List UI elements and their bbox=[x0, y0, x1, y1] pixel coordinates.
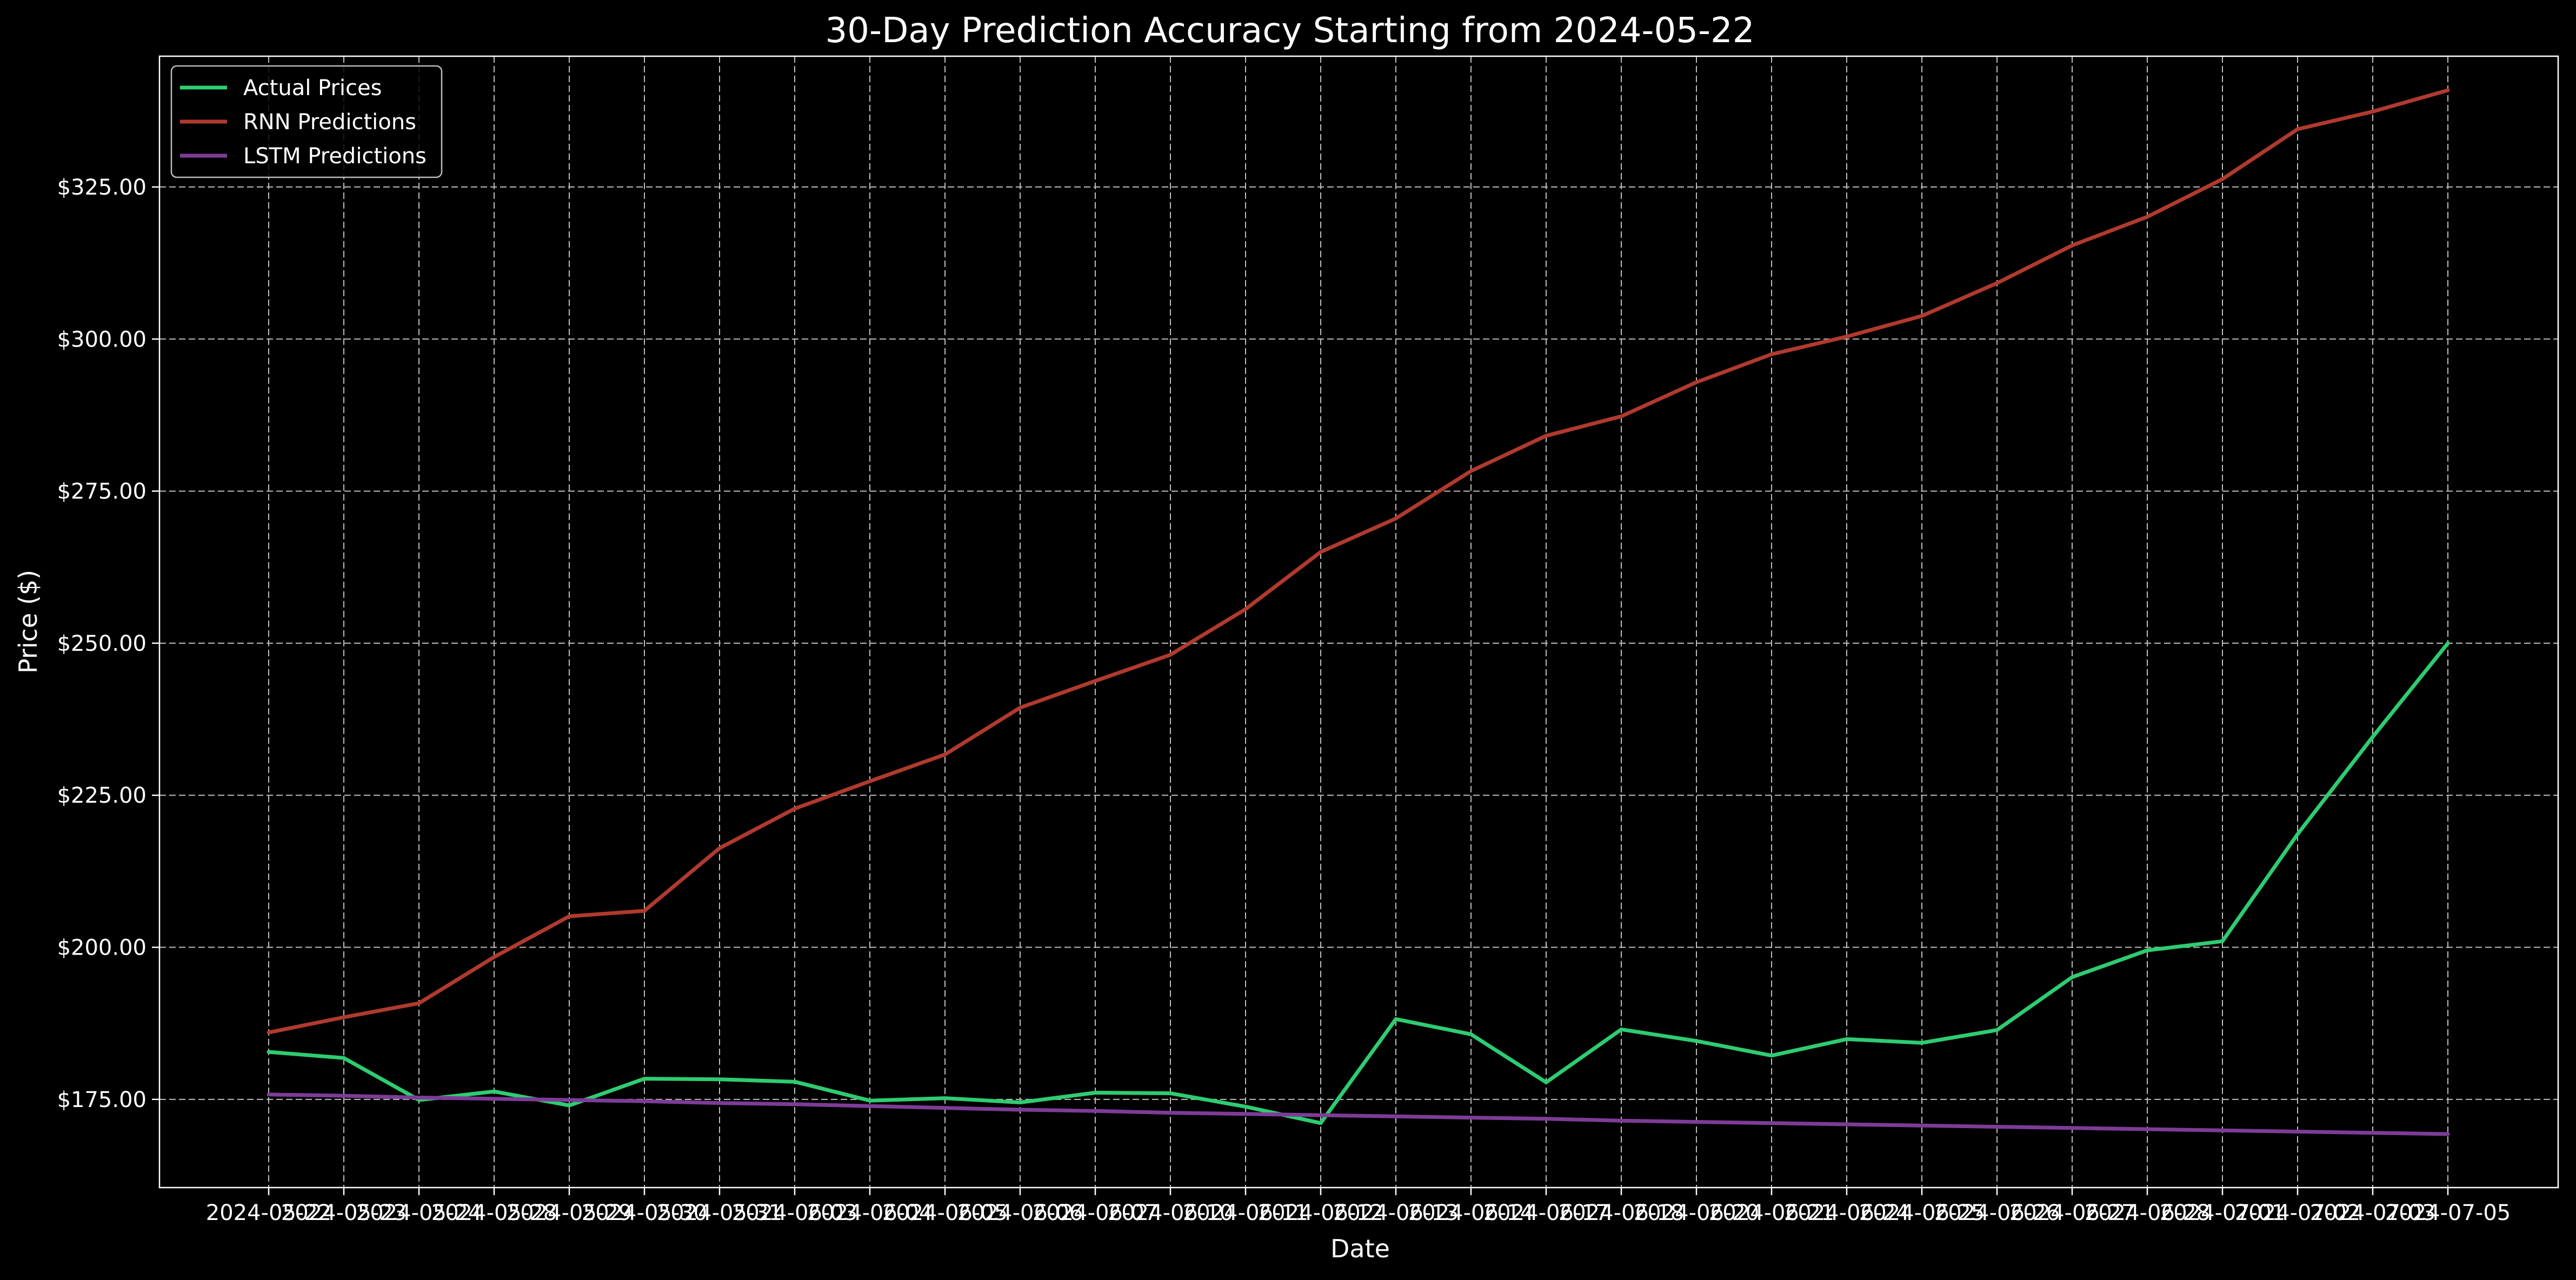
x-tick-label: 2024-06-05 bbox=[882, 1201, 1008, 1225]
legend: Actual Prices RNN Predictions LSTM Predict… bbox=[170, 65, 443, 178]
x-tick-label: 2024-06-03 bbox=[732, 1201, 857, 1225]
x-tick-label: 2024-06-12 bbox=[1258, 1201, 1383, 1225]
y-tick-label: $250.00 bbox=[57, 631, 147, 656]
x-tick-label: 2024-05-24 bbox=[356, 1201, 482, 1225]
y-tick-label: $225.00 bbox=[57, 783, 147, 808]
y-tick-label: $325.00 bbox=[57, 175, 147, 200]
x-tick-label: 2024-05-23 bbox=[281, 1201, 407, 1225]
x-tick-label: 2024-06-13 bbox=[1333, 1201, 1459, 1225]
legend-box bbox=[170, 65, 443, 178]
x-tick-label: 2024-05-28 bbox=[431, 1201, 557, 1225]
series-line-0 bbox=[267, 641, 2450, 1125]
series-line-2 bbox=[267, 1092, 2450, 1136]
legend-label: RNN Predictions bbox=[243, 110, 416, 135]
plot-area-frame bbox=[158, 55, 2559, 1189]
y-tick-label: $300.00 bbox=[57, 327, 147, 352]
y-tick-label: $175.00 bbox=[57, 1088, 147, 1112]
y-axis-label: Price ($) bbox=[14, 570, 43, 674]
x-tick-label: 2024-06-07 bbox=[1033, 1201, 1158, 1225]
x-tick-label: 2024-07-02 bbox=[2235, 1201, 2360, 1225]
x-tick-label: 2024-05-31 bbox=[657, 1201, 782, 1225]
x-tick-label: 2024-06-21 bbox=[1709, 1201, 1834, 1225]
chart-title: 30-Day Prediction Accuracy Starting from… bbox=[826, 11, 1755, 51]
x-tick-label: 2024-06-10 bbox=[1108, 1201, 1233, 1225]
x-tick-label: 2024-06-11 bbox=[1183, 1201, 1308, 1225]
x-tick-label: 2024-07-03 bbox=[2310, 1201, 2435, 1225]
x-tick-label: 2024-06-25 bbox=[1859, 1201, 1985, 1225]
series-line-1 bbox=[267, 88, 2450, 1035]
legend-label: LSTM Predictions bbox=[243, 144, 427, 169]
grid bbox=[159, 56, 2558, 1188]
x-tick-label: 2024-05-22 bbox=[206, 1201, 331, 1225]
x-tick-label: 2024-06-20 bbox=[1634, 1201, 1759, 1225]
x-tick-label: 2024-06-27 bbox=[2009, 1201, 2135, 1225]
x-tick-label: 2024-06-17 bbox=[1483, 1201, 1609, 1225]
x-tick-label: 2024-06-04 bbox=[807, 1201, 933, 1225]
x-tick-label: 2024-06-14 bbox=[1408, 1201, 1534, 1225]
y-tick-label: $200.00 bbox=[57, 936, 147, 961]
x-tick-label: 2024-05-29 bbox=[507, 1201, 632, 1225]
x-axis-label: Date bbox=[1330, 1234, 1390, 1263]
x-axis: 2024-05-222024-05-232024-05-242024-05-28… bbox=[206, 1188, 2511, 1225]
x-tick-label: 2024-05-30 bbox=[582, 1201, 707, 1225]
y-tick-label: $275.00 bbox=[57, 479, 147, 504]
x-tick-label: 2024-07-05 bbox=[2385, 1201, 2511, 1225]
series-lines bbox=[267, 88, 2450, 1136]
legend-label: Actual Prices bbox=[243, 76, 382, 101]
x-tick-label: 2024-06-26 bbox=[1934, 1201, 2060, 1225]
x-tick-label: 2024-06-28 bbox=[2085, 1201, 2210, 1225]
y-axis: $175.00 $200.00 $225.00 $250.00 $275.00 $300.… bbox=[57, 175, 159, 1112]
x-tick-label: 2024-06-06 bbox=[957, 1201, 1083, 1225]
x-tick-label: 2024-07-01 bbox=[2160, 1201, 2285, 1225]
x-tick-label: 2024-06-18 bbox=[1559, 1201, 1684, 1225]
x-tick-label: 2024-06-24 bbox=[1784, 1201, 1909, 1225]
